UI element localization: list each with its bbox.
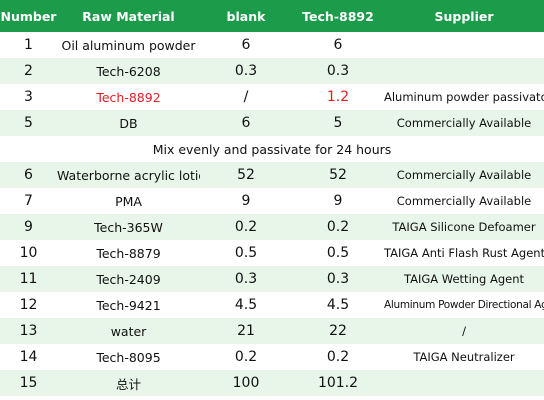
cell-material: 总计 (115, 376, 141, 392)
cell-blank: 0.2 (234, 219, 258, 235)
cell-tech: 0.3 (326, 63, 350, 79)
cell-supplier: Aluminum Powder Directional Agent (384, 299, 544, 311)
cell-supplier: TAIGA Neutralizer (413, 350, 515, 364)
cell-material: Oil aluminum powder (61, 37, 196, 53)
cell-number: 3 (24, 89, 33, 105)
table-row: 7 PMA 9 9 Commercially Available (0, 188, 544, 214)
cell-material: Tech-365W (94, 219, 163, 235)
cell-tech: 0.2 (326, 349, 350, 365)
cell-supplier: Commercially Available (396, 194, 532, 208)
cell-number: 10 (19, 245, 38, 261)
table-row: 2 Tech-6208 0.3 0.3 (0, 58, 544, 84)
cell-supplier (384, 370, 544, 396)
cell-material: PMA (115, 193, 142, 209)
cell-supplier: Commercially Available (396, 168, 532, 182)
cell-supplier (384, 58, 544, 84)
cell-material: DB (119, 115, 138, 131)
header-number: Number (0, 8, 57, 24)
cell-number: 2 (24, 63, 33, 79)
cell-tech: 5 (333, 115, 343, 131)
cell-material: Waterborne acrylic lotion (57, 167, 200, 183)
table-row: 15 总计 100 101.2 (0, 370, 544, 396)
table-row: 5 DB 6 5 Commercially Available (0, 110, 544, 136)
cell-tech: 101.2 (317, 375, 359, 391)
cell-supplier: TAIGA Silicone Defoamer (392, 220, 536, 234)
header-tech-8892: Tech-8892 (302, 8, 374, 24)
cell-blank: 52 (237, 167, 255, 183)
cell-blank: 6 (241, 115, 251, 131)
cell-supplier: TAIGA Wetting Agent (403, 272, 525, 286)
cell-tech: 4.5 (326, 297, 350, 313)
header-supplier: Supplier (434, 8, 494, 24)
cell-supplier: Commercially Available (396, 116, 532, 130)
cell-blank: / (243, 89, 249, 105)
header-row: Number Raw Material blank Tech-8892 Supp… (0, 0, 544, 32)
table-row: 9 Tech-365W 0.2 0.2 TAIGA Silicone Defoa… (0, 214, 544, 240)
table-row: 6 Waterborne acrylic lotion 52 52 Commer… (0, 162, 544, 188)
cell-number: 1 (24, 37, 33, 53)
header-blank: blank (226, 8, 266, 24)
cell-tech: 0.5 (326, 245, 350, 261)
cell-number: 14 (19, 349, 38, 365)
cell-blank: 9 (241, 193, 251, 209)
cell-material: Tech-2409 (96, 271, 161, 287)
cell-material: Tech-8879 (96, 245, 161, 261)
cell-blank: 4.5 (234, 297, 258, 313)
table-row: 11 Tech-2409 0.3 0.3 TAIGA Wetting Agent (0, 266, 544, 292)
cell-material: water (110, 323, 147, 339)
cell-supplier: TAIGA Anti Flash Rust Agent (384, 246, 544, 260)
cell-blank: 100 (232, 375, 260, 391)
cell-material: Tech-9421 (96, 297, 161, 313)
note-row: Mix evenly and passivate for 24 hours (0, 136, 544, 162)
table-row: 10 Tech-8879 0.5 0.5 TAIGA Anti Flash Ru… (0, 240, 544, 266)
table-row: 3 Tech-8892 / 1.2 Aluminum powder passiv… (0, 84, 544, 110)
cell-number: 9 (24, 219, 33, 235)
table-row: 14 Tech-8095 0.2 0.2 TAIGA Neutralizer (0, 344, 544, 370)
table-row: 1 Oil aluminum powder 6 6 (0, 32, 544, 58)
cell-material: Tech-6208 (96, 63, 161, 79)
cell-tech-highlight: 1.2 (326, 89, 350, 105)
cell-number: 6 (24, 167, 33, 183)
cell-blank: 0.3 (234, 63, 258, 79)
cell-number: 7 (24, 193, 33, 209)
table-row: 13 water 21 22 / (0, 318, 544, 344)
cell-tech: 0.2 (326, 219, 350, 235)
cell-supplier (384, 32, 544, 58)
cell-blank: 21 (237, 323, 255, 339)
cell-material: Tech-8095 (96, 349, 161, 365)
cell-tech: 9 (333, 193, 343, 209)
cell-number: 11 (19, 271, 38, 287)
process-note: Mix evenly and passivate for 24 hours (152, 141, 392, 157)
cell-supplier: / (462, 324, 466, 338)
cell-number: 12 (19, 297, 38, 313)
cell-tech: 6 (333, 37, 343, 53)
cell-material-highlight: Tech-8892 (96, 89, 161, 105)
cell-number: 15 (19, 375, 38, 391)
cell-blank: 0.2 (234, 349, 258, 365)
cell-tech: 52 (329, 167, 347, 183)
cell-number: 5 (24, 115, 33, 131)
cell-tech: 0.3 (326, 271, 350, 287)
table-row: 12 Tech-9421 4.5 4.5 Aluminum Powder Dir… (0, 292, 544, 318)
cell-blank: 6 (241, 37, 251, 53)
cell-blank: 0.3 (234, 271, 258, 287)
cell-blank: 0.5 (234, 245, 258, 261)
header-raw-material: Raw Material (82, 8, 175, 24)
cell-number: 13 (19, 323, 38, 339)
cell-supplier: Aluminum powder passivator (384, 90, 544, 104)
cell-tech: 22 (329, 323, 347, 339)
